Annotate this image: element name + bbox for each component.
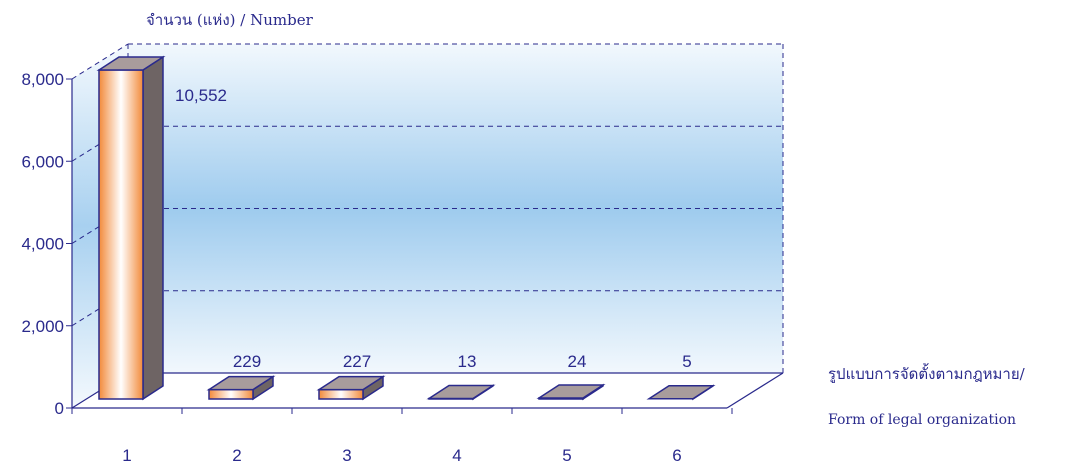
x-tick-label: 6 [672, 446, 681, 465]
bar-top-face [206, 375, 276, 391]
bar-top-face [426, 384, 496, 400]
y-tick-label: 8,000 [21, 70, 64, 89]
bar-3 [316, 375, 386, 401]
bar-value-label: 229 [233, 352, 261, 371]
x-tick-label: 1 [122, 446, 131, 465]
y-tick-label: 0 [55, 399, 64, 418]
bar-top-face [646, 385, 716, 400]
x-tick-label: 3 [342, 446, 351, 465]
y-tick-label: 2,000 [21, 317, 64, 336]
y-axis-title: จำนวน (แห่ง) / Number [146, 11, 313, 29]
x-tick-label: 4 [452, 446, 461, 465]
bars [96, 55, 716, 401]
side-grid-line [71, 43, 129, 80]
bar-1 [96, 55, 166, 401]
bar-4 [426, 384, 496, 401]
bar-top-face [536, 384, 606, 399]
x-tick-label: 2 [232, 446, 241, 465]
x-tick-label: 5 [562, 446, 571, 465]
y-tick-label: 6,000 [21, 152, 64, 171]
bar-2 [206, 375, 276, 401]
bar-front-face [98, 69, 144, 400]
x-axis-title-english: Form of legal organization [828, 412, 1017, 428]
bar-value-label: 10,552 [175, 86, 227, 105]
bar-top-face [96, 56, 166, 71]
bar-value-label: 24 [568, 352, 587, 371]
floor-right-line [726, 372, 784, 409]
bar-value-label: 5 [682, 352, 691, 371]
bar-front-face [208, 388, 254, 400]
bar-5 [536, 383, 606, 401]
bar-front-face [318, 388, 364, 400]
axes [66, 43, 784, 414]
bar-side-face [142, 55, 164, 401]
bar-6 [646, 384, 716, 401]
bar-value-label: 227 [343, 352, 371, 371]
bar-value-label: 13 [458, 352, 477, 371]
x-axis-title-thai: รูปแบบการจัดตั้งตามกฎหมาย/ [828, 365, 1025, 383]
bar-top-face [316, 375, 386, 391]
y-tick-label: 4,000 [21, 235, 64, 254]
labels: 0 2,000 4,000 6,000 8,000 10,552 1 229 2 227 3 13 4 2… [21, 70, 691, 465]
